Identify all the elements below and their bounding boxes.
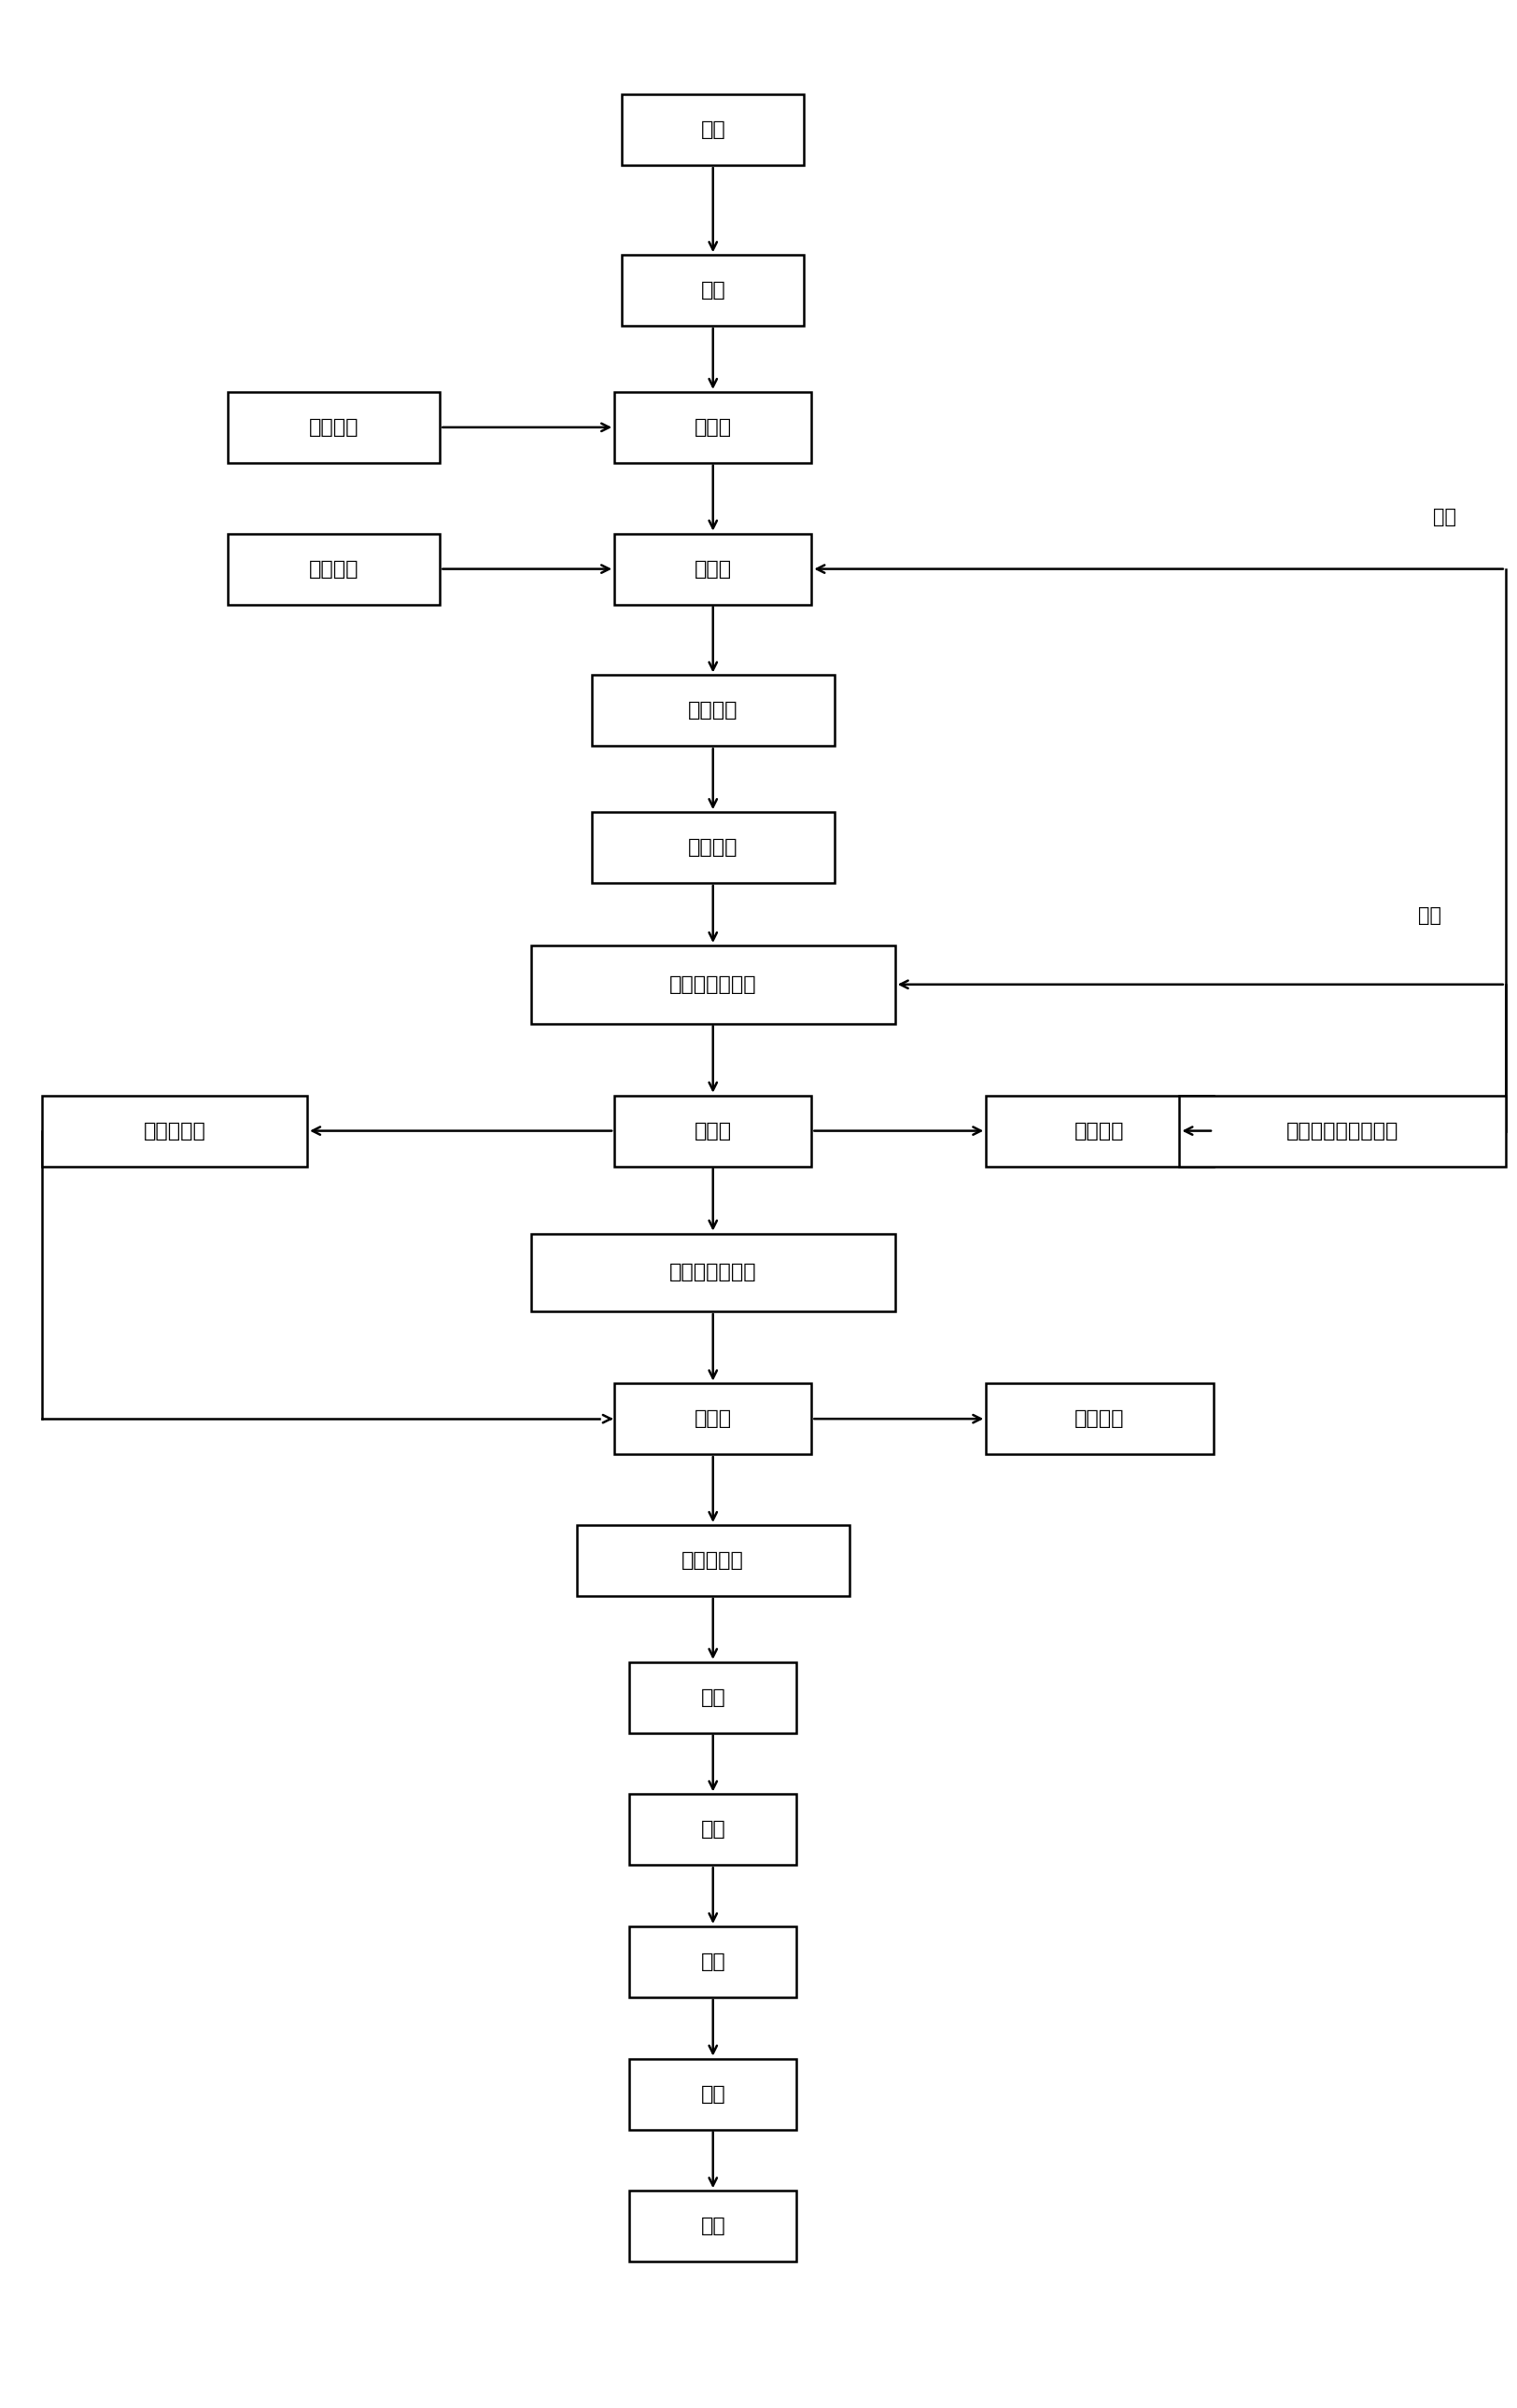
FancyBboxPatch shape: [614, 535, 812, 604]
Text: 套用: 套用: [1418, 908, 1441, 925]
FancyBboxPatch shape: [228, 535, 440, 604]
FancyBboxPatch shape: [592, 674, 834, 746]
Text: 絮凝过滤: 絮凝过滤: [689, 838, 737, 857]
FancyBboxPatch shape: [622, 94, 804, 166]
FancyBboxPatch shape: [1180, 1096, 1505, 1165]
Text: 干燥: 干燥: [701, 2085, 725, 2102]
FancyBboxPatch shape: [986, 1385, 1214, 1454]
Text: 无菌空气: 无菌空气: [309, 419, 358, 436]
FancyBboxPatch shape: [592, 811, 834, 884]
Text: 洗脱液: 洗脱液: [695, 1409, 731, 1428]
FancyBboxPatch shape: [228, 393, 440, 462]
Text: 发酵罐: 发酵罐: [695, 559, 731, 578]
FancyBboxPatch shape: [531, 1233, 895, 1312]
FancyBboxPatch shape: [622, 255, 804, 325]
Text: 无菌空气: 无菌空气: [309, 559, 358, 578]
Text: 结晶: 结晶: [701, 1953, 725, 1972]
FancyBboxPatch shape: [576, 1524, 850, 1597]
Text: 树脂再生: 树脂再生: [1076, 1409, 1124, 1428]
Text: 加热过滤: 加热过滤: [689, 701, 737, 720]
FancyBboxPatch shape: [42, 1096, 306, 1165]
Text: 低浓度组分: 低浓度组分: [143, 1122, 206, 1139]
FancyBboxPatch shape: [531, 946, 895, 1023]
Text: 树脂再生: 树脂再生: [1076, 1122, 1124, 1139]
FancyBboxPatch shape: [986, 1096, 1214, 1165]
FancyBboxPatch shape: [614, 1096, 812, 1165]
FancyBboxPatch shape: [614, 393, 812, 462]
Text: 斜面: 斜面: [701, 120, 725, 140]
Text: 硫酸铵废液循环利用: 硫酸铵废液循环利用: [1286, 1122, 1399, 1139]
FancyBboxPatch shape: [630, 2191, 796, 2261]
FancyBboxPatch shape: [630, 1794, 796, 1866]
Text: 回用: 回用: [1434, 508, 1456, 527]
Text: 浓缩: 浓缩: [701, 1820, 725, 1840]
FancyBboxPatch shape: [630, 1662, 796, 1734]
Text: 洗脱液: 洗脱液: [695, 1122, 731, 1139]
FancyBboxPatch shape: [614, 1385, 812, 1454]
Text: 第一次离子交换: 第一次离子交换: [669, 975, 757, 995]
Text: 成品: 成品: [701, 2218, 725, 2235]
Text: 第二次离子交换: 第二次离子交换: [669, 1264, 757, 1281]
Text: 种子罐: 种子罐: [695, 419, 731, 436]
FancyBboxPatch shape: [630, 2059, 796, 2129]
Text: 高浓度组分: 高浓度组分: [681, 1551, 745, 1570]
Text: 脱色: 脱色: [701, 1688, 725, 1707]
FancyBboxPatch shape: [630, 1926, 796, 1996]
Text: 摇瓶: 摇瓶: [701, 282, 725, 299]
